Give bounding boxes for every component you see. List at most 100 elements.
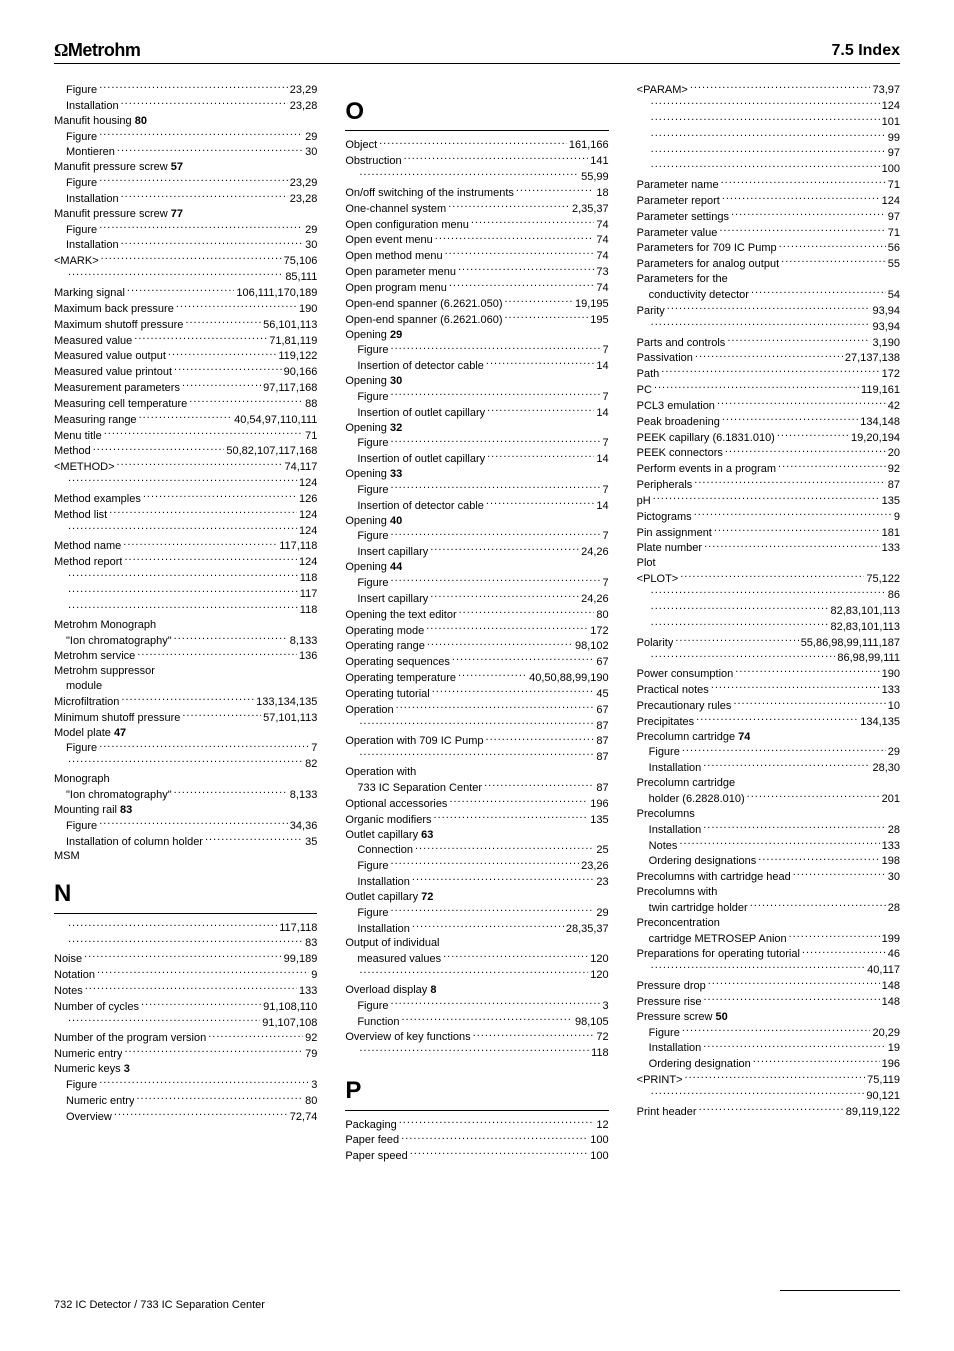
- entry-page: 87: [596, 781, 608, 796]
- index-entry: Installation28,30: [637, 760, 900, 776]
- dot-leader: [379, 137, 567, 148]
- entry-label: Metrohm service: [54, 649, 135, 664]
- index-entry: Precolumn cartridge: [637, 776, 900, 791]
- entry-page: 119,161: [861, 383, 900, 398]
- entry-page: 97: [888, 210, 900, 225]
- index-entry: <MARK>75,106: [54, 253, 317, 269]
- entry-label: Operating range: [345, 639, 425, 654]
- entry-bold-suffix: 57: [171, 161, 183, 173]
- entry-page: 8,133: [290, 788, 318, 803]
- index-entry: 40,117: [637, 962, 900, 978]
- index-entry: Organic modifiers135: [345, 812, 608, 828]
- entry-page: 141: [590, 154, 608, 169]
- dot-leader: [205, 834, 303, 845]
- dot-leader: [719, 225, 885, 236]
- entry-bold-suffix: 72: [421, 891, 433, 903]
- index-entry: Figure7: [345, 482, 608, 498]
- index-entry: Manufit pressure screw 77: [54, 207, 317, 222]
- dot-leader: [143, 491, 297, 502]
- dot-leader: [733, 698, 885, 709]
- entry-page: 7: [603, 529, 609, 544]
- index-entry: Installation30: [54, 237, 317, 253]
- entry-label: Manufit housing 80: [54, 114, 147, 129]
- entry-page: 71,81,119: [269, 334, 317, 349]
- entry-label: Precolumn cartridge 74: [637, 730, 751, 745]
- entry-page: 118: [300, 603, 318, 618]
- entry-label: Precautionary rules: [637, 699, 732, 714]
- entry-label: PC: [637, 383, 652, 398]
- dot-leader: [99, 222, 303, 233]
- entry-page: 161,166: [569, 138, 609, 153]
- dot-leader: [753, 1056, 880, 1067]
- entry-page: 35: [305, 835, 317, 850]
- entry-page: 28: [888, 823, 900, 838]
- index-entry: Pressure rise148: [637, 994, 900, 1010]
- entry-page: 92: [888, 462, 900, 477]
- entry-label: Figure: [357, 576, 388, 591]
- index-entry: Operating mode172: [345, 623, 608, 639]
- entry-label: Number of the program version: [54, 1031, 206, 1046]
- entry-bold-suffix: 29: [390, 329, 402, 341]
- entry-label: Method list: [54, 508, 107, 523]
- index-entry: Output of individual: [345, 936, 608, 951]
- entry-label: Maximum back pressure: [54, 302, 174, 317]
- dot-leader: [651, 650, 836, 661]
- entry-page: 198: [882, 854, 900, 869]
- dot-leader: [68, 602, 298, 613]
- dot-leader: [412, 874, 594, 885]
- entry-page: 74: [596, 233, 608, 248]
- index-entry: Figure3: [54, 1077, 317, 1093]
- dot-leader: [97, 967, 309, 978]
- index-entry: Figure29: [54, 129, 317, 145]
- index-entry: pH135: [637, 493, 900, 509]
- dot-leader: [703, 1040, 885, 1051]
- entry-label: Figure: [66, 819, 97, 834]
- dot-leader: [68, 475, 297, 486]
- entry-page: 117,118: [279, 539, 317, 554]
- index-entry: MSM: [54, 849, 317, 864]
- entry-page: 30: [305, 145, 317, 160]
- entry-page: 3,190: [872, 336, 900, 351]
- dot-leader: [93, 443, 225, 454]
- dot-leader: [487, 451, 594, 462]
- entry-label: Overview: [66, 1110, 112, 1125]
- dot-leader: [434, 812, 589, 823]
- index-entry: Figure29: [637, 744, 900, 760]
- entry-label: Installation: [649, 823, 702, 838]
- dot-leader: [443, 951, 588, 962]
- entry-page: 40,54,97,110,111: [234, 413, 317, 428]
- index-entry: <PLOT>75,122: [637, 571, 900, 587]
- dot-leader: [680, 571, 864, 582]
- dot-leader: [694, 477, 885, 488]
- dot-leader: [109, 507, 297, 518]
- dot-leader: [486, 358, 595, 369]
- entry-page: 100: [590, 1149, 608, 1164]
- entry-page: 23: [596, 875, 608, 890]
- dot-leader: [391, 998, 601, 1009]
- entry-page: 133: [882, 683, 900, 698]
- entry-bold-suffix: 33: [390, 468, 402, 480]
- entry-label: Noise: [54, 952, 82, 967]
- entry-page: 27,137,138: [845, 351, 900, 366]
- entry-label: Model plate 47: [54, 726, 126, 741]
- entry-label: Opening 30: [345, 374, 402, 389]
- index-entry: Measurement parameters97,117,168: [54, 380, 317, 396]
- dot-leader: [117, 144, 303, 155]
- entry-label: Object: [345, 138, 377, 153]
- entry-label: One-channel system: [345, 202, 446, 217]
- entry-label: Installation: [66, 238, 119, 253]
- entry-label: Manufit pressure screw 77: [54, 207, 183, 222]
- entry-label: Open method menu: [345, 249, 442, 264]
- index-entry: Operating temperature40,50,88,99,190: [345, 670, 608, 686]
- index-entry: Precolumns with: [637, 885, 900, 900]
- entry-page: 75,119: [867, 1073, 900, 1088]
- entry-page: 3: [603, 999, 609, 1014]
- dot-leader: [136, 1093, 303, 1104]
- entry-page: 72: [596, 1030, 608, 1045]
- index-entry: Installation28,35,37: [345, 921, 608, 937]
- entry-label: cartridge METROSEP Anion: [649, 932, 787, 947]
- entry-page: 19,195: [575, 297, 609, 312]
- entry-label: Pressure drop: [637, 979, 706, 994]
- index-entry: Packaging12: [345, 1117, 608, 1133]
- entry-label: Figure: [357, 999, 388, 1014]
